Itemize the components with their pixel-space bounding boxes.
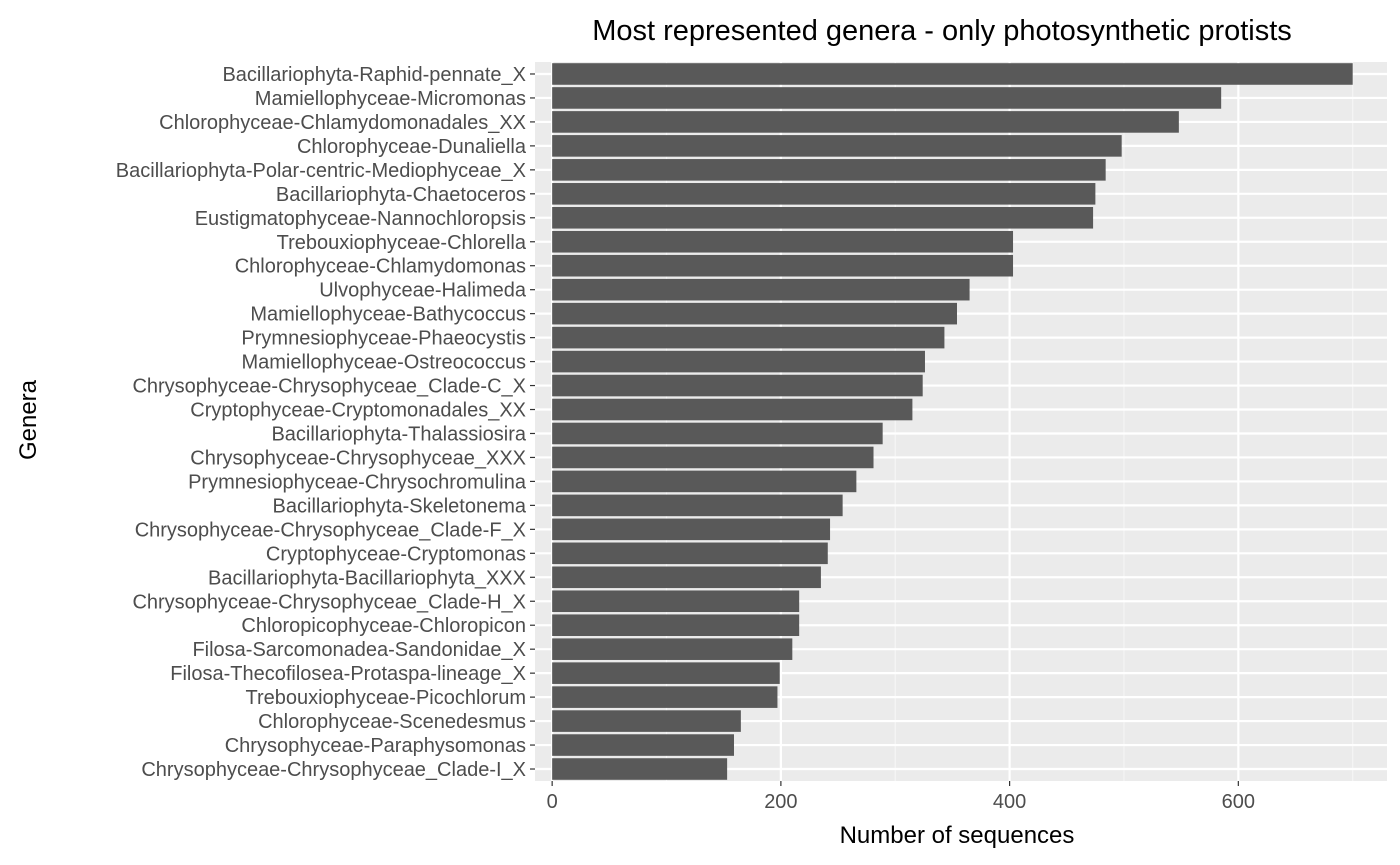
category-label: Chrysophyceae-Chrysophyceae_Clade-I_X [141,759,526,781]
category-label: Chlorophyceae-Chlamydomonas [235,256,526,278]
category-label: Bacillariophyta-Polar-centric-Mediophyce… [116,160,526,182]
bar [552,135,1122,157]
bar [552,446,874,469]
category-label: Chrysophyceae-Chrysophyceae_Clade-C_X [132,376,526,398]
bar [552,686,778,708]
x-axis-title: Number of sequences [840,822,1075,849]
bar [552,710,741,732]
category-label: Prymnesiophyceae-Chrysochromulina [188,471,527,493]
bar [552,183,1096,205]
category-label: Mamiellophyceae-Bathycoccus [250,304,526,326]
category-label: Bacillariophyta-Chaetoceros [276,184,526,206]
chart-title: Most represented genera - only photosynt… [592,15,1292,47]
category-label: Chlorophyceae-Chlamydomonadales_XX [159,112,526,134]
bar [552,518,831,541]
x-tick-label: 0 [547,791,558,813]
plot-panel [535,62,1387,781]
category-label: Cryptophyceae-Cryptomonadales_XX [190,400,526,422]
bar [552,590,800,613]
category-label: Chrysophyceae-Chrysophyceae_Clade-H_X [132,591,526,613]
category-label: Prymnesiophyceae-Phaeocystis [241,328,526,350]
bar [552,614,800,637]
bars [552,63,1353,780]
bar [552,302,957,325]
bar [552,278,970,301]
bar [552,566,821,589]
category-label: Bacillariophyta-Skeletonema [273,495,527,517]
bar [552,398,913,421]
category-label: Chrysophyceae-Chrysophyceae_XXX [190,447,526,469]
bar [552,350,925,373]
category-label: Chrysophyceae-Paraphysomonas [225,735,526,757]
category-label: Trebouxiophyceae-Chlorella [277,232,527,254]
category-label: Bacillariophyta-Bacillariophyta_XXX [208,567,526,589]
category-label: Eustigmatophyceae-Nannochloropsis [195,208,526,230]
category-label: Trebouxiophyceae-Picochlorum [245,687,526,709]
bar [552,374,923,397]
bar [552,734,734,756]
bar [552,422,883,445]
bar [552,111,1179,133]
x-axis-ticks: 0 200 400 600 [547,781,1255,813]
category-label: Bacillariophyta-Thalassiosira [271,423,526,445]
x-tick-label: 400 [993,791,1026,813]
x-tick-label: 200 [764,791,797,813]
category-label: Cryptophyceae-Cryptomonas [266,543,526,565]
category-label: Mamiellophyceae-Ostreococcus [241,352,526,374]
category-label: Filosa-Sarcomonadea-Sandonidae_X [192,639,526,661]
category-label: Chlorophyceae-Scenedesmus [258,711,526,733]
category-label: Chloropicophyceae-Chloropicon [241,615,526,637]
bar [552,206,1094,229]
bar [552,254,1014,277]
category-labels: Bacillariophyta-Raphid-pennate_XMamiello… [116,64,535,781]
bar [552,63,1353,85]
category-label: Ulvophyceae-Halimeda [319,280,527,302]
x-tick-label: 600 [1222,791,1255,813]
bar [552,758,728,780]
bar [552,638,793,660]
bar [552,159,1106,181]
category-label: Chlorophyceae-Dunaliella [297,136,527,158]
bar [552,87,1222,109]
category-label: Mamiellophyceae-Micromonas [255,88,526,110]
bar [552,542,828,565]
bar [552,326,945,349]
category-label: Bacillariophyta-Raphid-pennate_X [222,64,526,86]
bar [552,494,843,517]
category-label: Chrysophyceae-Chrysophyceae_Clade-F_X [135,519,526,541]
bar [552,230,1014,253]
bar [552,470,857,493]
y-axis-title: Genera [15,379,42,460]
bar [552,662,780,684]
category-label: Filosa-Thecofilosea-Protaspa-lineage_X [170,663,526,685]
